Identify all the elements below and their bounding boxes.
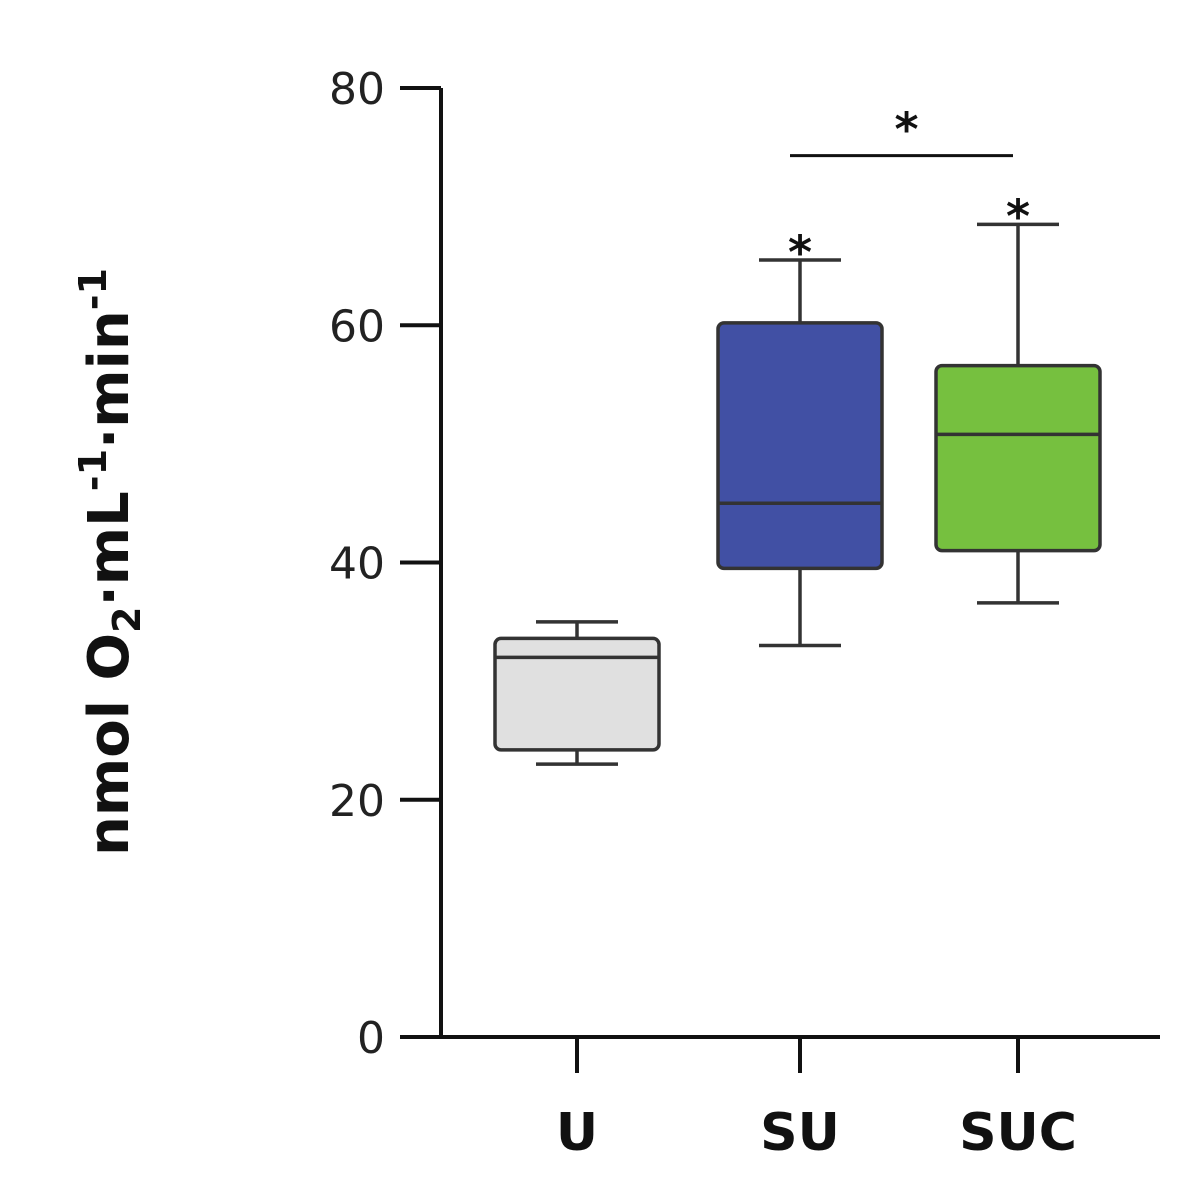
x-tick-label: SUC <box>959 1103 1077 1163</box>
significance-star: * <box>1006 190 1030 244</box>
box-iqr <box>493 636 661 752</box>
axes: 0 20 40 60 80 U SU SUC <box>329 64 1160 1163</box>
y-tick-label: 40 <box>329 539 385 590</box>
y-tick-label: 0 <box>357 1013 385 1064</box>
box-iqr <box>716 321 884 571</box>
y-axis-title: nmol O2·mL-1·min-1 <box>71 268 149 856</box>
y-tick-label: 60 <box>329 301 385 352</box>
box-su <box>716 258 884 648</box>
significance-star: * <box>788 225 812 279</box>
x-tick-label: U <box>556 1103 598 1163</box>
y-tick-label: 20 <box>329 776 385 827</box>
x-tick-label: SU <box>760 1103 840 1163</box>
significance-star: * <box>894 103 918 157</box>
box-u <box>493 620 661 766</box>
boxes <box>493 222 1102 766</box>
box-suc <box>934 222 1102 605</box>
y-axis-label: nmol O2·mL-1·min-1 <box>71 268 149 856</box>
significance-annotations: * * * <box>788 103 1030 280</box>
box-iqr <box>934 363 1102 553</box>
y-tick-label: 80 <box>329 64 385 115</box>
